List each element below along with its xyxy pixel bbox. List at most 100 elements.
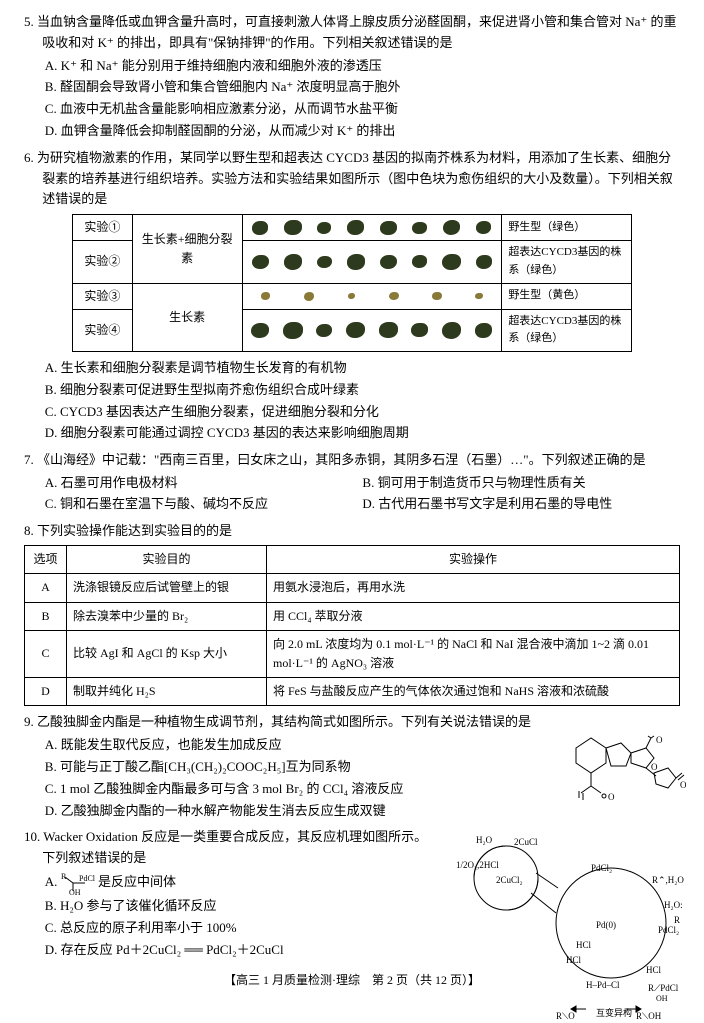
q8-b-opt: B xyxy=(25,602,67,630)
callus-blot xyxy=(348,293,355,299)
svg-text:HCl: HCl xyxy=(566,955,582,965)
exp12-condition: 生长素+细胞分裂素 xyxy=(132,215,242,283)
q9-structure-diagram: O O O O xyxy=(556,708,686,808)
q8-a-opt: A xyxy=(25,574,67,602)
callus-blot xyxy=(304,292,314,301)
question-6: 6. 为研究植物激素的作用，某同学以野生型和超表达 CYCD3 基因的拟南芥株系… xyxy=(24,148,680,444)
callus-blot xyxy=(475,323,492,338)
q10-a-inline-structure: R OH PdCl xyxy=(61,871,95,895)
q8-b-goal: 除去溴苯中少量的 Br₂ xyxy=(67,602,267,630)
callus-blot xyxy=(476,255,492,269)
exp2-blots xyxy=(242,241,502,283)
exp1-blots xyxy=(242,215,502,241)
svg-text:O: O xyxy=(680,780,686,790)
q8-c-op: 向 2.0 mL 浓度均为 0.1 mol·L⁻¹ 的 NaCl 和 NaI 混… xyxy=(267,630,680,677)
callus-blot xyxy=(284,220,301,235)
page-footer: 【高三 1 月质量检测·理综 第 2 页（共 12 页）】 xyxy=(0,971,704,990)
svg-text:OH: OH xyxy=(69,888,81,895)
svg-text:R: R xyxy=(61,872,67,881)
callus-blot xyxy=(316,324,332,338)
exp3-blots xyxy=(242,283,502,309)
q8-table: 选项 实验目的 实验操作 A 洗涤银镜反应后试管壁上的银 用氨水浸泡后，再用水洗… xyxy=(24,545,680,706)
exp34-condition: 生长素 xyxy=(132,283,242,351)
svg-text:1/2O₂,2HCl: 1/2O₂,2HCl xyxy=(456,860,499,870)
q10-opt-d: D. 存在反应 Pd＋2CuCl₂ ══ PdCl₂＋2CuCl xyxy=(45,940,430,961)
callus-blot xyxy=(252,255,269,269)
q7-stem: 7. 《山海经》中记载："西南三百里，曰女床之山，其阳多赤铜，其阴多石涅（石墨）… xyxy=(24,450,680,471)
exp4-blots xyxy=(242,309,502,351)
callus-blot xyxy=(317,222,331,234)
callus-blot xyxy=(380,255,397,270)
q8-a-goal: 洗涤银镜反应后试管壁上的银 xyxy=(67,574,267,602)
q5-opt-a: A. K⁺ 和 Na⁺ 能分别用于维持细胞内液和细胞外液的渗透压 xyxy=(45,56,680,77)
callus-blot xyxy=(347,220,364,235)
q7-opt-b: B. 铜可用于制造货币只与物理性质有关 xyxy=(362,473,680,494)
q6-experiment-table: 实验① 生长素+细胞分裂素 野生型（绿色） 实验② 超表达CYCD3基因的株系（… xyxy=(72,214,632,352)
svg-text:H₂O: H₂O xyxy=(476,835,493,845)
callus-blot xyxy=(475,293,482,299)
q7-options: A. 石墨可用作电极材料 B. 铜可用于制造货币只与物理性质有关 C. 铜和石墨… xyxy=(24,473,680,515)
callus-blot xyxy=(283,322,302,339)
q8-stem: 8. 下列实验操作能达到实验目的的是 xyxy=(24,521,680,542)
q6-options: A. 生长素和细胞分裂素是调节植物生长发育的有机物 B. 细胞分裂素可促进野生型… xyxy=(24,358,680,444)
callus-blot xyxy=(317,256,332,269)
q8-b-op: 用 CCl₄ 萃取分液 xyxy=(267,602,680,630)
question-10: H₂O 2CuCl 1/2O₂,2HCl 2CuCl₂ PdCl₂ Pd(0) … xyxy=(24,827,680,960)
exp1-desc: 野生型（绿色） xyxy=(502,215,632,241)
svg-text:O: O xyxy=(651,762,658,772)
q6-opt-b: B. 细胞分裂素可促进野生型拟南芥愈伤组织合成叶绿素 xyxy=(45,380,680,401)
q10-opt-b: B. H₂O 参与了该催化循环反应 xyxy=(45,896,430,917)
svg-text:2CuCl₂: 2CuCl₂ xyxy=(496,875,523,885)
exp4-desc: 超表达CYCD3基因的株系（绿色） xyxy=(502,309,632,351)
svg-text:R: R xyxy=(674,915,680,925)
q6-opt-d: D. 细胞分裂素可能通过调控 CYCD3 基因的表达来影响细胞周期 xyxy=(45,423,680,444)
svg-text:PdCl₂: PdCl₂ xyxy=(658,925,679,935)
exp2-label: 实验② xyxy=(73,241,133,283)
callus-blot xyxy=(252,221,268,235)
callus-blot xyxy=(379,322,397,338)
q10-a-post: 是反应中间体 xyxy=(98,874,176,889)
svg-text:O: O xyxy=(656,735,663,745)
q8-c-opt: C xyxy=(25,630,67,677)
q8-d-goal: 制取并纯化 H₂S xyxy=(67,678,267,706)
callus-blot xyxy=(251,323,269,338)
callus-blot xyxy=(261,292,270,300)
svg-text:HCl: HCl xyxy=(576,940,592,950)
q8-h1: 选项 xyxy=(25,546,67,574)
svg-text:Pd(0): Pd(0) xyxy=(596,920,616,930)
q5-options: A. K⁺ 和 Na⁺ 能分别用于维持细胞内液和细胞外液的渗透压 B. 醛固酮会… xyxy=(24,56,680,142)
q8-c-goal: 比较 AgI 和 AgCl 的 Ksp 大小 xyxy=(67,630,267,677)
q10-mechanism-diagram: H₂O 2CuCl 1/2O₂,2HCl 2CuCl₂ PdCl₂ Pd(0) … xyxy=(436,823,696,1023)
callus-blot xyxy=(442,254,461,270)
q5-stem: 5. 当血钠含量降低或血钾含量升高时，可直接刺激人体肾上腺皮质分泌醛固酮，来促进… xyxy=(24,12,680,54)
q6-opt-c: C. CYCD3 基因表达产生细胞分裂素，促进细胞分裂和分化 xyxy=(45,402,680,423)
svg-text:R⌃,H₂O: R⌃,H₂O xyxy=(652,875,684,885)
question-8: 8. 下列实验操作能达到实验目的的是 选项 实验目的 实验操作 A 洗涤银镜反应… xyxy=(24,521,680,707)
callus-blot xyxy=(411,323,427,337)
q8-a-op: 用氨水浸泡后，再用水洗 xyxy=(267,574,680,602)
svg-text:R⟍OH: R⟍OH xyxy=(636,1011,662,1021)
exp4-label: 实验④ xyxy=(73,309,133,351)
q7-opt-a: A. 石墨可用作电极材料 xyxy=(45,473,363,494)
svg-text:PdCl: PdCl xyxy=(79,874,95,883)
q10-opt-c: C. 总反应的原子利用率小于 100% xyxy=(45,918,430,939)
callus-blot xyxy=(412,255,427,268)
exp3-desc: 野生型（黄色） xyxy=(502,283,632,309)
q6-stem: 6. 为研究植物激素的作用，某同学以野生型和超表达 CYCD3 基因的拟南芥株系… xyxy=(24,148,680,210)
q7-opt-d: D. 古代用石墨书写文字是利用石墨的导电性 xyxy=(362,494,680,515)
callus-blot xyxy=(476,221,491,234)
callus-blot xyxy=(443,220,461,235)
callus-blot xyxy=(442,322,462,339)
question-9: O O O O 9. 乙酸独脚金内酯是一种植物生成调节剂，其结构简式如图所示。下… xyxy=(24,712,680,821)
callus-blot xyxy=(284,254,302,270)
exp3-label: 实验③ xyxy=(73,283,133,309)
q5-opt-b: B. 醛固酮会导致肾小管和集合管细胞内 Na⁺ 浓度明显高于胞外 xyxy=(45,77,680,98)
callus-blot xyxy=(380,221,396,235)
q8-d-op: 将 FeS 与盐酸反应产生的气体依次通过饱和 NaHS 溶液和浓硫酸 xyxy=(267,678,680,706)
svg-text:H₂O:: H₂O: xyxy=(664,900,683,910)
q10-opt-a: A. R OH PdCl 是反应中间体 xyxy=(45,871,430,895)
callus-blot xyxy=(432,292,441,300)
q5-opt-d: D. 血钾含量降低会抑制醛固酮的分泌，从而减少对 K⁺ 的排出 xyxy=(45,121,680,142)
q7-opt-c: C. 铜和石墨在室温下与酸、碱均不反应 xyxy=(45,494,363,515)
svg-text:R⟍O: R⟍O xyxy=(556,1011,575,1021)
